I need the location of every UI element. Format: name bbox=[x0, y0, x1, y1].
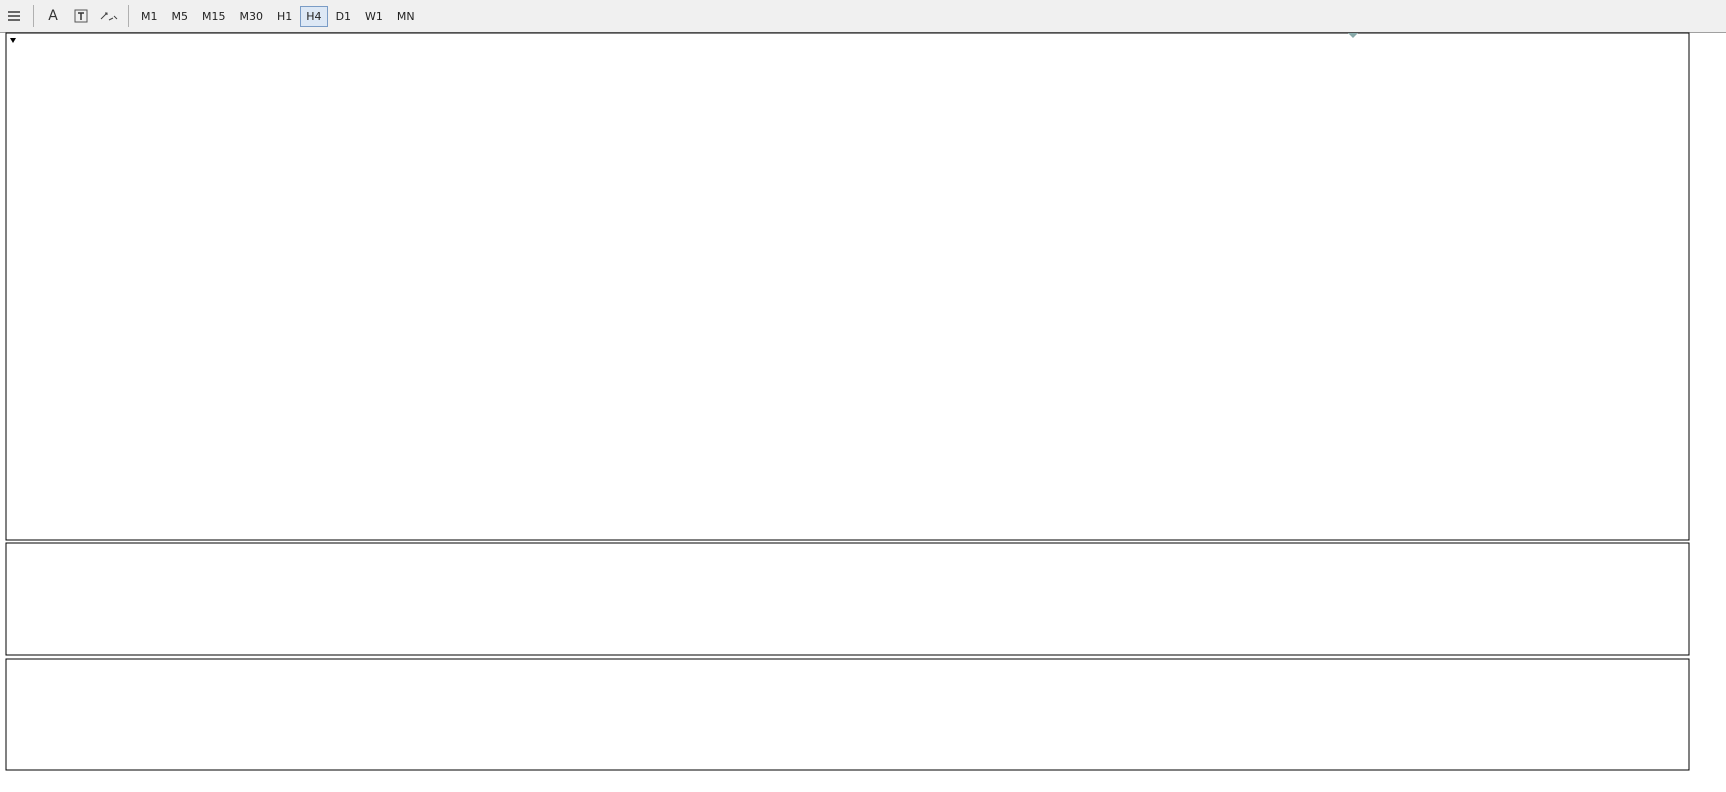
shift-marker bbox=[1348, 33, 1358, 38]
timeframe-button[interactable]: M1 bbox=[141, 9, 158, 23]
panel-arrow bbox=[10, 38, 16, 43]
text-tool[interactable]: A bbox=[48, 8, 58, 24]
timeframes: M1 M5 M15 M30 H1 H4 D1 W1 MN bbox=[134, 5, 422, 27]
separator bbox=[128, 5, 129, 27]
chart bbox=[5, 32, 1690, 771]
timeframe-button[interactable]: H4 bbox=[300, 5, 328, 27]
timeframe-button[interactable]: M5 bbox=[171, 9, 189, 23]
timeframe-button[interactable]: H1 bbox=[277, 9, 293, 23]
menu-icon[interactable]: 4260.54206.54151.04097.04041.53987.53932… bbox=[3, 5, 25, 27]
timeframe-button[interactable]: MN bbox=[396, 9, 415, 23]
rsi-panel bbox=[5, 658, 1690, 771]
label-tool[interactable] bbox=[70, 5, 92, 27]
toolbar: 4260.54206.54151.04097.04041.53987.53932… bbox=[0, 0, 1726, 33]
timeframe-button[interactable]: W1 bbox=[365, 9, 383, 23]
timeframe-button[interactable]: D1 bbox=[335, 9, 352, 23]
arrows-tool[interactable] bbox=[98, 5, 120, 27]
timeframe-button[interactable]: M30 bbox=[239, 9, 264, 23]
timeframe-button[interactable]: M15 bbox=[202, 9, 226, 23]
main-panel bbox=[5, 32, 1690, 541]
separator bbox=[33, 5, 34, 27]
macd-panel bbox=[5, 542, 1690, 656]
